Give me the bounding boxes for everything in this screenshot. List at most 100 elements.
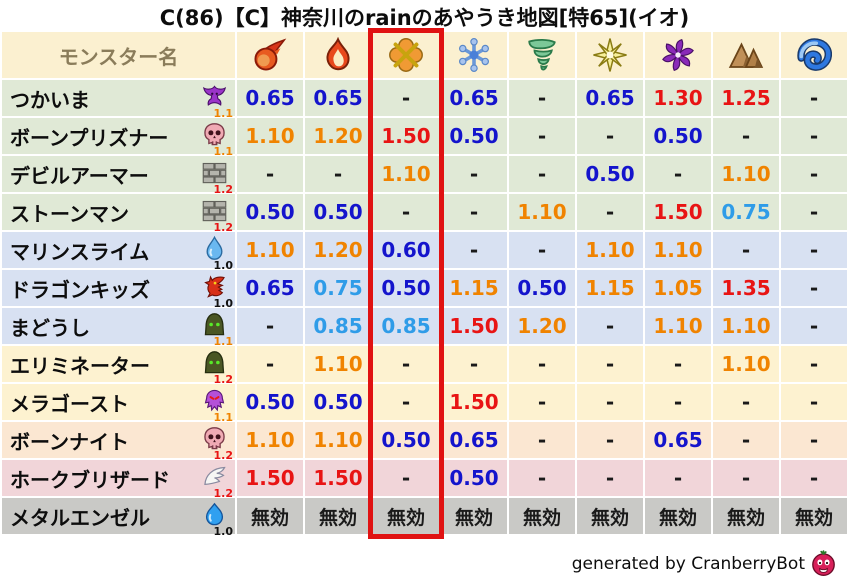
monster-name-cell: エリミネーター 1.2	[2, 346, 235, 385]
resist-cell: 無効	[305, 498, 371, 534]
monster-name-label: エリミネーター	[10, 353, 150, 378]
element-column-header	[577, 32, 643, 78]
resist-cell: 1.10	[713, 156, 779, 192]
resist-cell: -	[509, 346, 575, 382]
resist-cell: 1.50	[441, 308, 507, 344]
resist-cell: -	[781, 80, 847, 116]
resist-cell: 0.65	[237, 270, 303, 306]
version-badge: 1.0	[213, 524, 234, 538]
table-row: メタルエンゼル 1.0 無効 無効 無効 無効 無効 無効 無効 無効 無効	[2, 498, 847, 538]
resist-cell: 1.10	[305, 422, 371, 458]
resist-cell: -	[373, 460, 439, 496]
resist-cell: 0.50	[237, 194, 303, 230]
element-column-header	[509, 32, 575, 78]
resist-cell: -	[441, 194, 507, 230]
table-row: まどうし 1.1-0.85 0.85 1.50 1.20-1.10 1.10-	[2, 308, 847, 347]
resist-cell: 0.50	[373, 270, 439, 306]
dragon-icon: 1.0	[198, 272, 233, 309]
resist-cell: -	[237, 156, 303, 192]
resist-cell: 1.20	[509, 308, 575, 344]
resist-cell: -	[305, 156, 371, 192]
resist-cell: 1.10	[305, 346, 371, 382]
version-badge: 1.2	[213, 220, 234, 234]
monster-name-label: つかいま	[10, 87, 90, 112]
resist-cell: 0.60	[373, 232, 439, 268]
fireball-icon	[252, 38, 288, 71]
resist-cell: -	[509, 460, 575, 496]
resist-cell: -	[577, 118, 643, 154]
resist-cell: -	[509, 156, 575, 192]
element-column-header	[713, 32, 779, 78]
resist-cell: -	[373, 194, 439, 230]
table-row: ボーンナイト 1.2 1.10 1.10 0.50 0.65- -0.65- -	[2, 422, 847, 461]
cranberry-face-icon	[810, 550, 837, 577]
resist-cell: -	[441, 346, 507, 382]
resist-cell: 1.30	[645, 80, 711, 116]
resist-cell: -	[781, 118, 847, 154]
header-row: モンスター名	[2, 32, 847, 78]
bricks-icon: 1.2	[198, 158, 233, 195]
resist-cell: 0.75	[305, 270, 371, 306]
resist-cell: 0.65	[577, 80, 643, 116]
monster-name-cell: つかいま 1.1	[2, 80, 235, 119]
version-badge: 1.1	[213, 410, 234, 424]
resist-cell: -	[373, 384, 439, 420]
resist-cell: -	[373, 346, 439, 382]
resist-cell: 0.50	[509, 270, 575, 306]
resist-cell: 無効	[781, 498, 847, 534]
resist-cell: 0.65	[237, 80, 303, 116]
table-row: ストーンマン 1.2 0.50 0.50- -1.10-1.50 0.75-	[2, 194, 847, 234]
table-row: エリミネーター 1.2-1.10- - - - -1.10-	[2, 346, 847, 385]
resist-cell: -	[577, 346, 643, 382]
monster-name-label: デビルアーマー	[10, 163, 149, 188]
monster-name-cell: デビルアーマー 1.2	[2, 156, 235, 195]
resist-cell: -	[781, 460, 847, 496]
resist-cell: 0.85	[305, 308, 371, 344]
resist-cell: 0.50	[305, 384, 371, 420]
version-badge: 1.0	[213, 296, 234, 310]
monster-name-label: ホークブリザード	[10, 467, 170, 492]
resist-cell: -	[713, 460, 779, 496]
monster-name-cell: メラゴースト 1.1	[2, 384, 235, 424]
version-badge: 1.0	[213, 258, 234, 272]
resist-cell: -	[781, 346, 847, 382]
resist-cell: 1.50	[645, 194, 711, 230]
version-badge: 1.2	[213, 182, 234, 196]
monster-name-label: ストーンマン	[10, 201, 129, 226]
monster-name-cell: マリンスライム 1.0	[2, 232, 235, 272]
resist-cell: 0.50	[305, 194, 371, 230]
monster-name-header: モンスター名	[2, 32, 235, 78]
monster-name-label: ボーンプリズナー	[10, 125, 169, 150]
resist-cell: 1.10	[237, 118, 303, 154]
flame-icon	[320, 36, 356, 71]
resist-cell: 0.50	[373, 422, 439, 458]
resist-cell: 0.50	[237, 384, 303, 420]
monster-name-label: ボーンナイト	[10, 429, 129, 454]
resist-cell: 無効	[441, 498, 507, 534]
resist-cell: -	[713, 232, 779, 268]
resist-cell: 1.10	[713, 346, 779, 382]
table-row: ボーンプリズナー 1.1 1.10 1.20 1.50 0.50- -0.50- -	[2, 118, 847, 157]
resist-cell: 1.10	[509, 194, 575, 230]
element-column-header	[441, 32, 507, 78]
table-row: ホークブリザード 1.2 1.50 1.50-0.50- - - - -	[2, 460, 847, 499]
resist-cell: -	[441, 232, 507, 268]
element-column-header	[237, 32, 303, 78]
resist-cell: 0.65	[441, 80, 507, 116]
dark-pinwheel-icon	[660, 38, 696, 72]
resist-cell: -	[781, 156, 847, 192]
resist-cell: 1.25	[713, 80, 779, 116]
resist-cell: 無効	[645, 498, 711, 534]
resist-cell: 0.50	[441, 460, 507, 496]
monster-name-cell: ドラゴンキッズ 1.0	[2, 270, 235, 309]
resist-cell: 0.50	[645, 118, 711, 154]
monster-name-label: メタルエンゼル	[10, 505, 150, 530]
page-title: C(86)【C】神奈川のrainのあやうき地図[特65](イオ)	[159, 6, 690, 30]
footer-credit: generated by CranberryBot	[572, 550, 837, 577]
table-header: モンスター名	[2, 32, 847, 78]
table-body: つかいま 1.1 0.65 0.65-0.65-0.65 1.30 1.25- ボーンプリズ…	[2, 80, 847, 538]
hood-icon: 1.1	[198, 310, 233, 347]
resist-cell: 無効	[237, 498, 303, 534]
monster-name-label: メラゴースト	[10, 391, 129, 416]
wing-icon: 1.2	[198, 462, 233, 499]
